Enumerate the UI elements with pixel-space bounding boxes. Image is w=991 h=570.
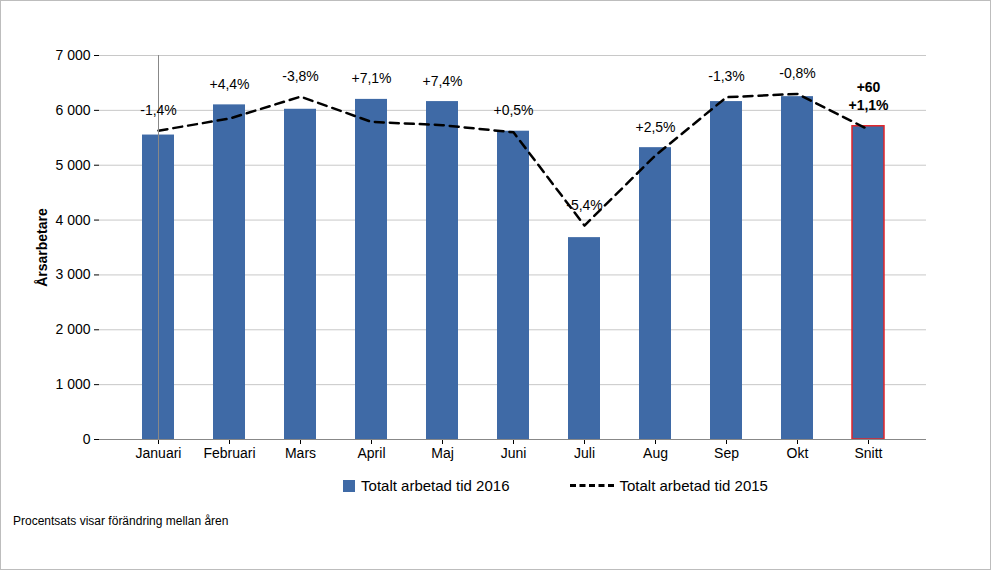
svg-text:Februari: Februari <box>203 445 255 461</box>
html-text:Procentsats visar förändring m: Procentsats visar förändring mellan åren <box>13 514 229 528</box>
svg-text:-1,4%: -1,4% <box>140 102 177 118</box>
svg-text:7 000: 7 000 <box>55 47 90 63</box>
svg-text:Juli: Juli <box>574 445 595 461</box>
svg-text:Sep: Sep <box>714 445 739 461</box>
svg-text:+2,5%: +2,5% <box>635 119 675 135</box>
svg-text:-1,3%: -1,3% <box>708 68 745 84</box>
svg-text:+0,5%: +0,5% <box>493 102 533 118</box>
svg-text:+4,4%: +4,4% <box>209 76 249 92</box>
svg-text:Aug: Aug <box>643 445 668 461</box>
svg-text:Mars: Mars <box>285 445 316 461</box>
svg-text:+7,1%: +7,1% <box>351 70 391 86</box>
svg-text:6 000: 6 000 <box>55 102 90 118</box>
svg-text:+7,4%: +7,4% <box>422 73 462 89</box>
svg-text:5 000: 5 000 <box>55 157 90 173</box>
svg-text:3 000: 3 000 <box>55 266 90 282</box>
svg-text:Snitt: Snitt <box>854 445 882 461</box>
svg-text:-3,8%: -3,8% <box>282 68 319 84</box>
svg-text:-5,4%: -5,4% <box>566 197 603 213</box>
html-text:Totalt arbetad tid 2016: Totalt arbetad tid 2016 <box>361 477 510 494</box>
svg-text:1 000: 1 000 <box>55 376 90 392</box>
svg-text:Juni: Juni <box>501 445 527 461</box>
svg-text:Årsarbetare: Årsarbetare <box>34 208 50 287</box>
svg-text:+60+1,1%: +60+1,1% <box>848 79 889 113</box>
svg-text:-0,8%: -0,8% <box>779 65 816 81</box>
svg-text:Okt: Okt <box>787 445 809 461</box>
html-text:Totalt arbetad tid 2015: Totalt arbetad tid 2015 <box>619 477 768 494</box>
svg-text:Maj: Maj <box>431 445 454 461</box>
svg-text:2 000: 2 000 <box>55 321 90 337</box>
svg-text:April: April <box>357 445 385 461</box>
svg-text:4 000: 4 000 <box>55 212 90 228</box>
svg-text:0: 0 <box>83 431 91 447</box>
svg-text:Januari: Januari <box>136 445 182 461</box>
